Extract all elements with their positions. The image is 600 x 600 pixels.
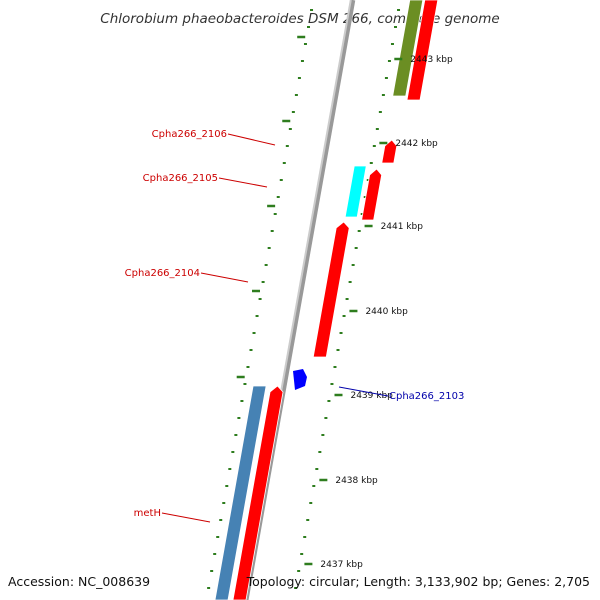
gene-label-leader	[218, 177, 268, 188]
gene-label[interactable]: Cpha266_2106	[152, 129, 227, 140]
cds-2103-blue	[293, 369, 307, 390]
accession-text: Accession: NC_008639	[8, 574, 150, 589]
tick-label: 2439 kbp	[350, 391, 393, 401]
gene-label-leader	[338, 386, 389, 397]
cds-2104-red	[312, 221, 350, 358]
gene-label-leader	[227, 133, 276, 146]
tick-label: 2442 kbp	[395, 139, 438, 149]
tick-label: 2443 kbp	[410, 55, 453, 65]
tick-label: 2438 kbp	[335, 476, 378, 486]
gene-label[interactable]: Cpha266_2103	[389, 391, 464, 402]
features	[214, 0, 439, 600]
cds-top-red	[406, 0, 439, 101]
gene-label[interactable]: Cpha266_2104	[125, 268, 200, 279]
cds-2105-red	[361, 168, 383, 221]
tick-marks: 2443 kbp 2442 kbp 2441 kbp 2440 kbp 2439 kbp…	[236, 35, 453, 570]
tick-label: 2441 kbp	[381, 222, 424, 232]
tick-label: 2440 kbp	[365, 307, 408, 317]
gene-label[interactable]: Cpha266_2105	[143, 173, 218, 184]
tick-label: 2437 kbp	[320, 560, 363, 570]
feature-steel-blue	[214, 385, 267, 600]
map-title: Chlorobium phaeobacteroides DSM 266, com…	[100, 11, 499, 27]
topology-text: Topology: circular; Length: 3,133,902 bp…	[246, 574, 590, 589]
gene-label-leader	[161, 512, 211, 523]
cds-2106-red	[381, 139, 398, 164]
cds-meth-red	[232, 385, 284, 600]
gene-label-leader	[200, 272, 249, 283]
feature-top-olive	[392, 0, 424, 97]
gene-label[interactable]: metH	[134, 508, 161, 519]
feature-2105-cyan	[344, 165, 367, 218]
gene-labels: Cpha266_2106 Cpha266_2105 Cpha266_2104 Cpha…	[125, 129, 464, 523]
